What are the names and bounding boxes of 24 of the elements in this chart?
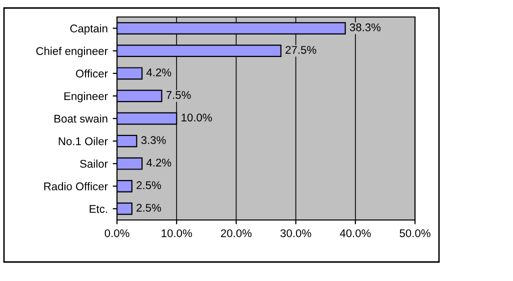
x-tick-label: 0.0%: [104, 229, 130, 238]
data-label: 4.2%: [146, 158, 172, 167]
y-tick-label: Officer: [76, 69, 108, 78]
y-tick-label: Radio Officer: [44, 182, 108, 190]
y-tick-label: Captain: [70, 24, 108, 35]
x-tick-label: 30.0%: [280, 229, 312, 238]
x-tick-label: 10.0%: [162, 229, 192, 238]
data-label: 27.5%: [286, 46, 316, 54]
data-label: 4.2%: [146, 68, 172, 76]
data-label: 3.3%: [141, 136, 166, 144]
data-label: 10.0%: [182, 114, 212, 122]
y-tick-label: No.1 Oiler: [58, 137, 108, 146]
y-tick-label: Sailor: [80, 160, 108, 168]
data-label: 2.5%: [136, 181, 161, 190]
x-tick-label: 40.0%: [340, 229, 371, 238]
data-label: 38.3%: [350, 23, 381, 32]
y-tick-label: Chief engineer: [36, 46, 108, 58]
y-tick-label: Engineer: [64, 92, 108, 102]
y-tick-label: Etc.: [90, 205, 107, 213]
x-tick-label: 20.0%: [221, 229, 252, 238]
y-tick-label: Boat swain: [54, 114, 108, 123]
data-label: 2.5%: [136, 204, 161, 212]
x-tick-label: 50.0%: [400, 229, 430, 238]
data-label: 7.5%: [166, 91, 191, 99]
